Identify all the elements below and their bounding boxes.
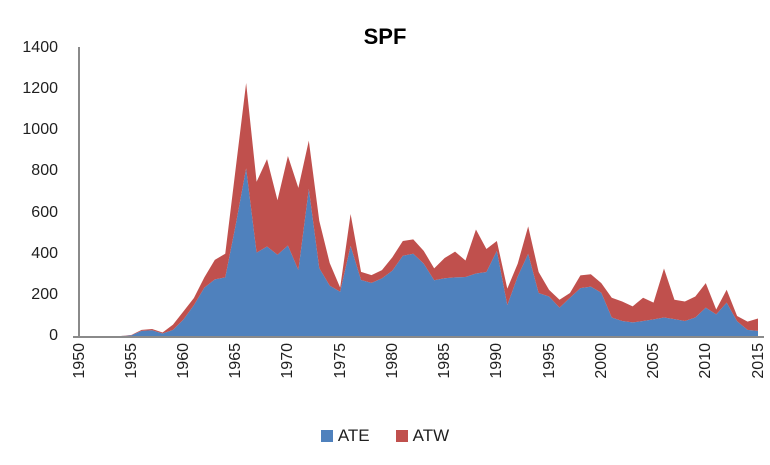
- y-tick-label: 0: [49, 327, 58, 344]
- area-series-atw: [79, 82, 758, 336]
- legend-item-ate: ATE: [320, 426, 370, 445]
- legend-item-atw: ATW: [395, 426, 450, 445]
- y-tick-label: 800: [31, 162, 58, 180]
- y-tick-label: 200: [31, 285, 58, 303]
- legend-swatch-atw-icon: [395, 430, 408, 442]
- legend-label-ate: ATE: [337, 426, 370, 445]
- y-tick-label: 400: [31, 244, 58, 262]
- x-tick-label: 1955: [122, 343, 140, 379]
- chart-title: SPF: [363, 24, 407, 49]
- x-tick-label: 1960: [174, 343, 192, 379]
- legend: ATE ATW: [0, 427, 770, 445]
- y-tick-label: 1200: [22, 80, 58, 98]
- x-tick-label: 2010: [697, 343, 715, 379]
- y-tick-label: 600: [31, 203, 58, 221]
- x-tick-label: 1990: [488, 343, 506, 379]
- x-tick-label: 1985: [436, 343, 454, 379]
- x-tick-label: 1970: [279, 343, 297, 379]
- x-tick-label: 1950: [70, 343, 88, 379]
- x-tick-label: 2005: [645, 343, 663, 379]
- legend-label-atw: ATW: [412, 426, 450, 445]
- x-tick-label: 1975: [331, 343, 349, 379]
- x-tick-label: 1980: [383, 343, 401, 379]
- x-tick-label: 2000: [592, 343, 610, 379]
- y-tick-label: 1000: [22, 121, 58, 139]
- x-tick-label: 1965: [227, 343, 245, 379]
- area-series-ate: [79, 168, 758, 336]
- x-tick-label: 2015: [749, 343, 767, 379]
- y-tick-label: 1400: [22, 39, 58, 56]
- x-tick-label: 1995: [540, 343, 558, 379]
- legend-swatch-ate-icon: [320, 430, 333, 442]
